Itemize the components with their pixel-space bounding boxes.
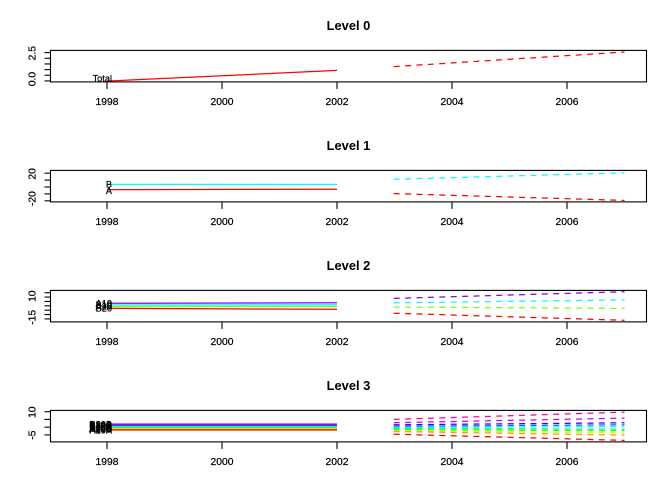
svg-text:2004: 2004 bbox=[441, 217, 464, 228]
svg-text:2004: 2004 bbox=[441, 97, 464, 108]
svg-text:2002: 2002 bbox=[326, 457, 349, 468]
svg-text:1998: 1998 bbox=[96, 217, 119, 228]
svg-text:2000: 2000 bbox=[211, 97, 234, 108]
svg-text:2004: 2004 bbox=[441, 457, 464, 468]
svg-text:-20: -20 bbox=[28, 191, 39, 206]
svg-text:Level 1: Level 1 bbox=[327, 138, 371, 153]
svg-text:Level 0: Level 0 bbox=[327, 18, 371, 33]
svg-text:Total: Total bbox=[93, 73, 112, 83]
svg-text:2002: 2002 bbox=[326, 337, 349, 348]
svg-text:2002: 2002 bbox=[326, 97, 349, 108]
svg-text:Level 3: Level 3 bbox=[327, 378, 371, 393]
svg-text:Level 2: Level 2 bbox=[327, 258, 371, 273]
svg-text:2000: 2000 bbox=[211, 217, 234, 228]
svg-text:1998: 1998 bbox=[96, 337, 119, 348]
svg-text:2006: 2006 bbox=[556, 97, 579, 108]
svg-text:10: 10 bbox=[28, 406, 39, 418]
svg-text:2004: 2004 bbox=[441, 337, 464, 348]
svg-text:2006: 2006 bbox=[556, 457, 579, 468]
svg-text:A: A bbox=[106, 186, 113, 196]
svg-text:20: 20 bbox=[28, 168, 39, 180]
svg-text:2000: 2000 bbox=[211, 457, 234, 468]
svg-text:0.0: 0.0 bbox=[28, 72, 39, 87]
svg-text:B20: B20 bbox=[96, 304, 112, 314]
svg-text:1998: 1998 bbox=[96, 457, 119, 468]
svg-text:-5: -5 bbox=[28, 430, 39, 439]
svg-text:2002: 2002 bbox=[326, 217, 349, 228]
svg-text:10: 10 bbox=[28, 290, 39, 302]
svg-text:1998: 1998 bbox=[96, 97, 119, 108]
svg-text:2006: 2006 bbox=[556, 337, 579, 348]
svg-text:A10A: A10A bbox=[90, 425, 113, 435]
svg-text:-15: -15 bbox=[28, 310, 39, 325]
svg-text:2006: 2006 bbox=[556, 217, 579, 228]
svg-text:2000: 2000 bbox=[211, 337, 234, 348]
svg-text:2.5: 2.5 bbox=[28, 46, 39, 61]
